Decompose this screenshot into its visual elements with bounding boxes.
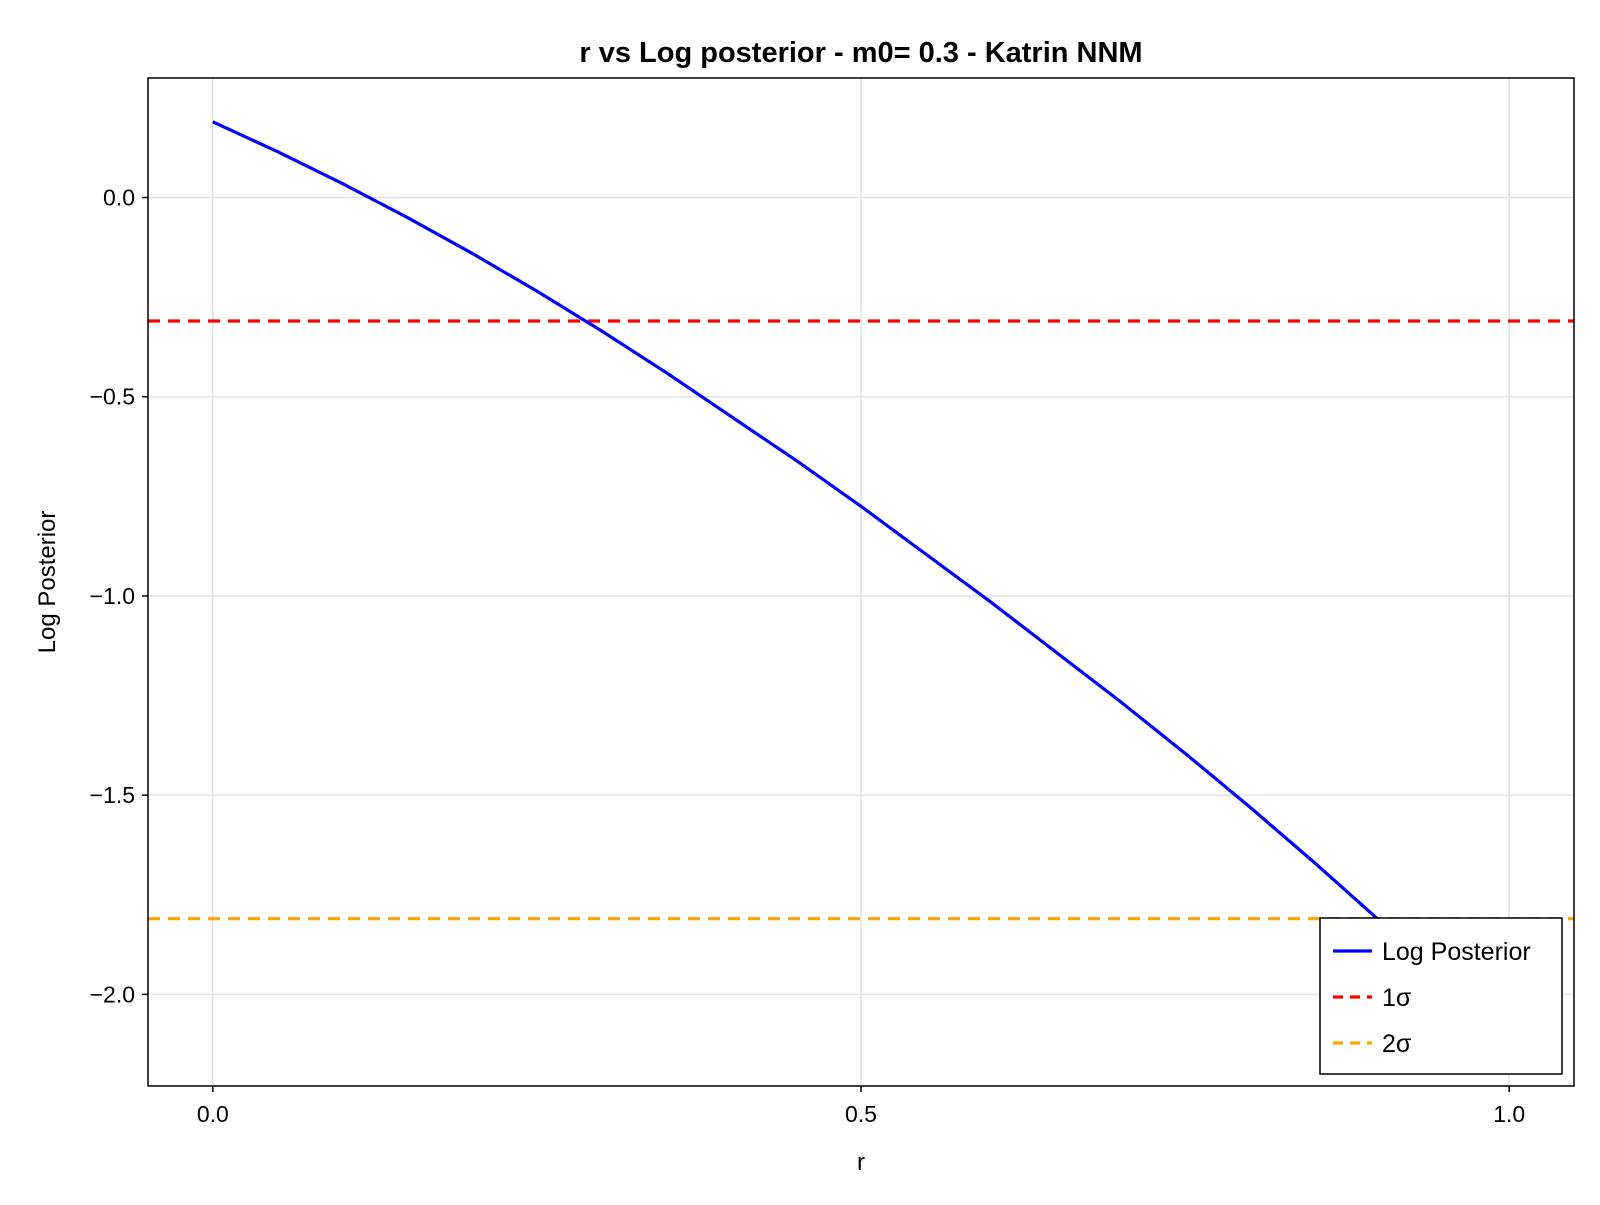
x-tick-label: 0.0	[197, 1101, 229, 1127]
series-line-log-posterior	[212, 120, 1381, 922]
y-tick-label: −1.0	[90, 583, 135, 609]
legend-label: Log Posterior	[1382, 938, 1531, 966]
y-axis-label: Log Posterior	[34, 511, 61, 654]
legend-label: 2σ	[1382, 1030, 1412, 1058]
y-tick-label: −1.5	[90, 782, 135, 808]
y-tick-label: 0.0	[103, 185, 135, 211]
grid-layer	[148, 78, 1574, 1086]
legend-label: 1σ	[1382, 984, 1412, 1012]
y-tick-label: −0.5	[90, 384, 135, 410]
x-axis-label: r	[857, 1149, 865, 1176]
legend: Log Posterior 1σ 2σ	[1319, 917, 1563, 1075]
y-tick-label: −2.0	[90, 981, 135, 1007]
x-tick-label: 1.0	[1493, 1101, 1525, 1127]
tick-layer: 0.0 0.5 1.0 0.0 −0.5 −1.0 −1.5 −2.0	[90, 185, 1526, 1127]
x-tick-label: 0.5	[845, 1101, 877, 1127]
chart-title: r vs Log posterior - m0= 0.3 - Katrin NN…	[579, 37, 1142, 69]
legend-box	[1319, 917, 1563, 1075]
